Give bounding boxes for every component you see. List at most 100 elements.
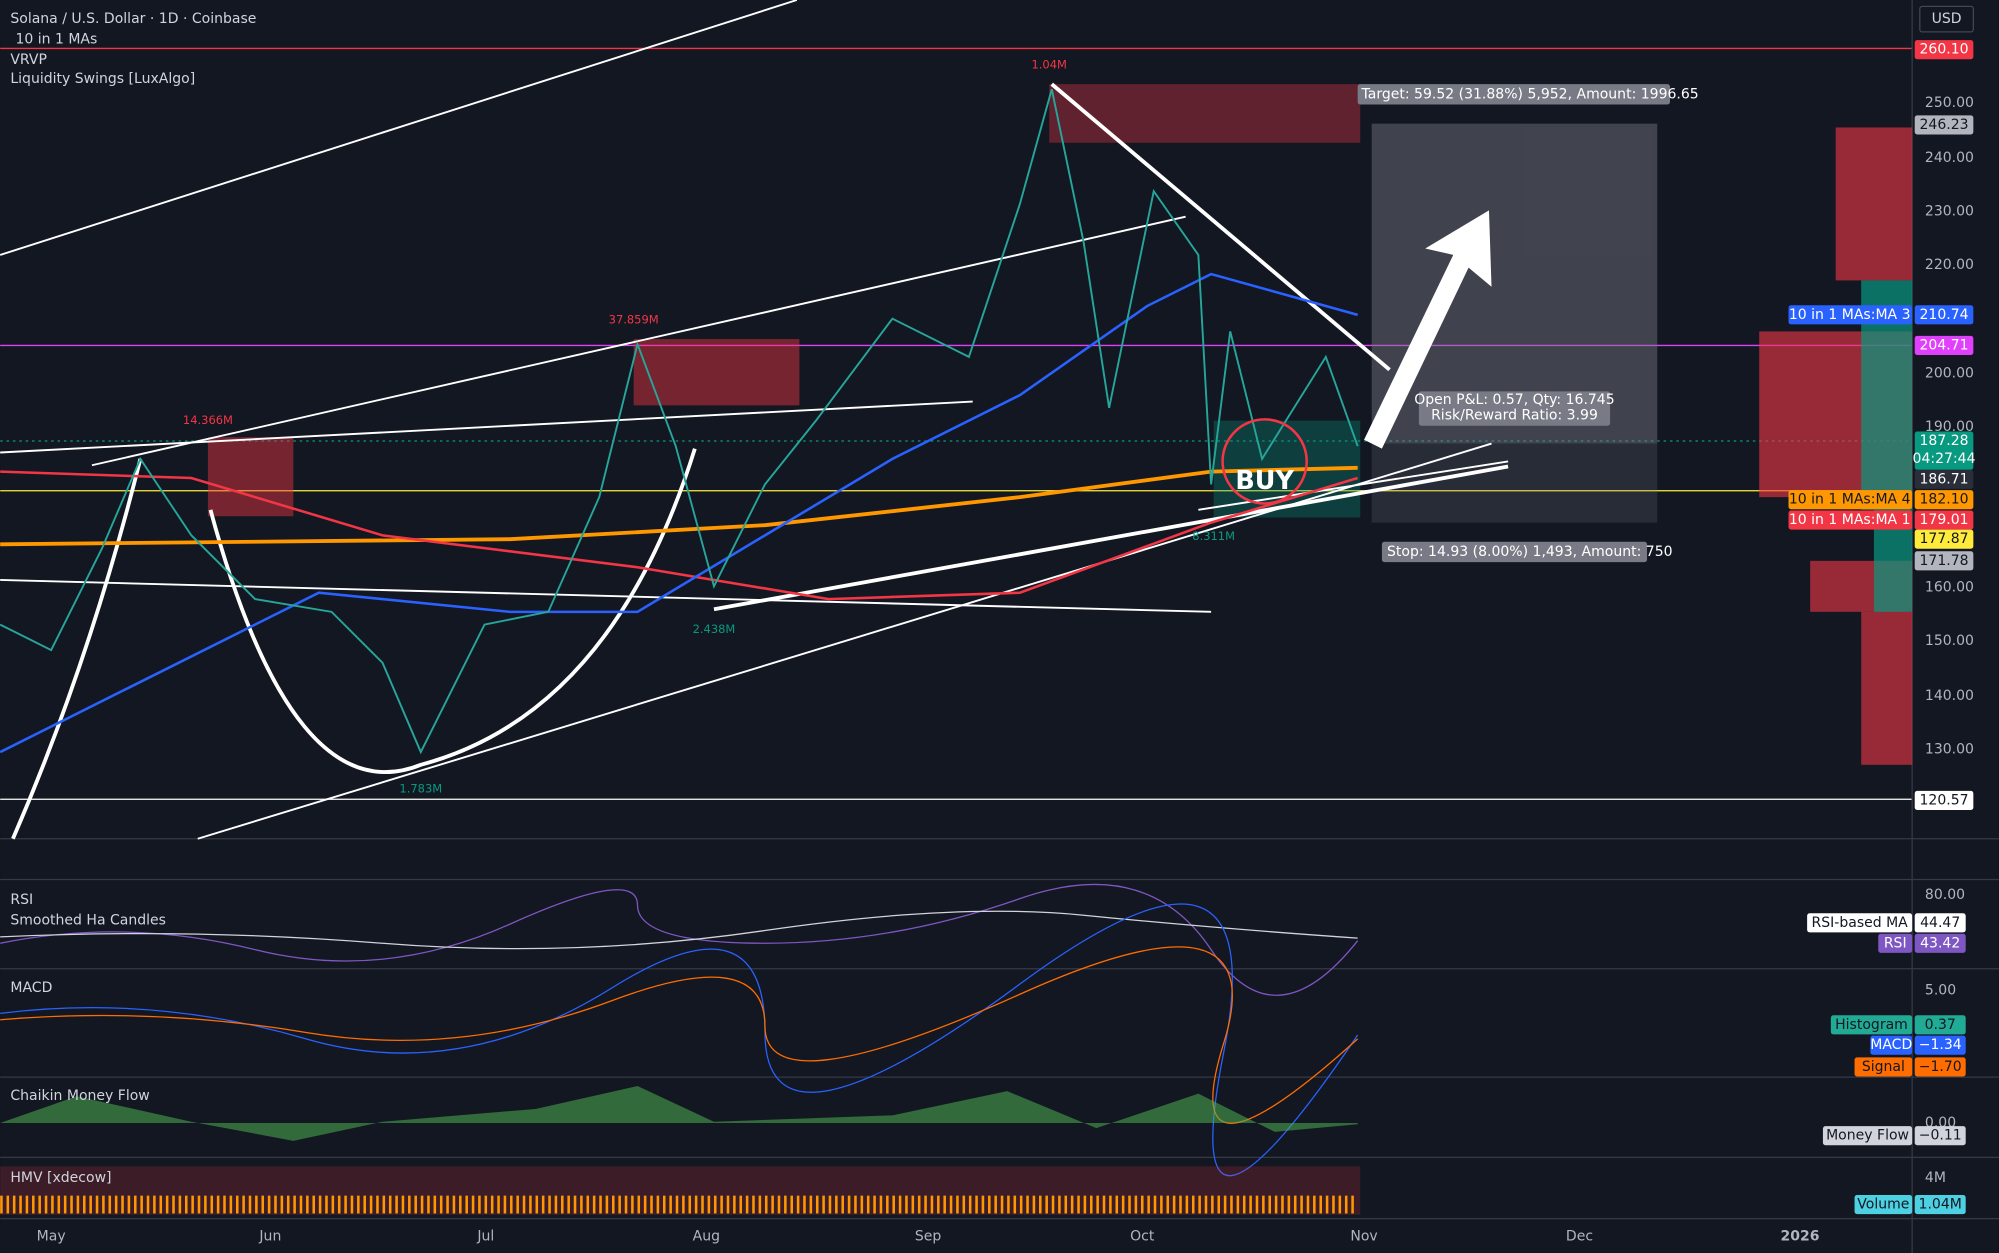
label-box	[1357, 84, 1670, 105]
legend-name: RSI-based MA	[1812, 915, 1909, 931]
time-tick: Oct	[1130, 1228, 1155, 1244]
pnl-label: Open P&L: 0.57, Qty: 16.745	[1414, 392, 1614, 408]
label-box	[1381, 541, 1648, 563]
symbol-title: Solana / U.S. Dollar · 1D · Coinbase	[10, 11, 256, 27]
currency-button: USD	[1932, 11, 1962, 27]
legend-value: −0.11	[1919, 1128, 1962, 1144]
price-tick: 130.00	[1925, 742, 1974, 758]
buy-signal: BUY	[1235, 466, 1294, 496]
label-box	[1807, 913, 1913, 933]
time-tick: Jun	[258, 1228, 281, 1244]
label-box	[1914, 529, 1974, 549]
volume-bg	[0, 1166, 1361, 1215]
supply-zone	[1049, 84, 1361, 143]
signal-line	[0, 946, 1359, 1124]
legend-value: 44.47	[1920, 915, 1960, 931]
trend-lines	[0, 0, 1509, 840]
ma-label: 10 in 1 MAs:MA 3	[1789, 307, 1911, 323]
price-tick: 240.00	[1925, 150, 1974, 166]
label-box	[1914, 431, 1974, 470]
price-label: 246.23	[1920, 117, 1969, 133]
indicator-name: 10 in 1 MAs	[15, 32, 97, 48]
label-box	[1830, 1015, 1913, 1035]
price-tick: 160.00	[1925, 580, 1974, 596]
label-box	[1854, 1057, 1913, 1077]
label-box	[1914, 305, 1974, 325]
legend-value: −1.34	[1919, 1037, 1962, 1053]
volume-annotation: 8.311M	[1192, 529, 1235, 543]
legend-value: 43.42	[1920, 935, 1960, 951]
legend-name: RSI	[1884, 935, 1907, 951]
time-tick: May	[37, 1228, 66, 1244]
panel-level: 80.00	[1925, 887, 1965, 903]
volume-annotation: 2.438M	[693, 622, 736, 636]
label-box	[1914, 510, 1974, 530]
time-tick: Aug	[693, 1228, 720, 1244]
ma-label: 10 in 1 MAs:MA 1	[1789, 512, 1911, 528]
time-tick: Jul	[476, 1228, 494, 1244]
legend-name: Money Flow	[1826, 1128, 1909, 1144]
countdown: 04:27:44	[1913, 451, 1976, 467]
price-tick: 200.00	[1925, 365, 1974, 381]
price-tick: 140.00	[1925, 688, 1974, 704]
price-label: 182.10	[1920, 492, 1969, 508]
label-box	[1788, 305, 1913, 325]
time-tick: Sep	[915, 1228, 942, 1244]
label-box	[1914, 1126, 1966, 1146]
label-box	[1822, 1126, 1913, 1146]
label-box	[1914, 551, 1974, 571]
panel-title: MACD	[10, 980, 52, 996]
legend-name: Histogram	[1835, 1017, 1908, 1033]
label-box	[1914, 115, 1974, 135]
volume-annotation: 14.366M	[183, 413, 233, 427]
legend-name: Signal	[1862, 1059, 1905, 1075]
price-label: 171.78	[1920, 553, 1969, 569]
label-box	[1914, 933, 1966, 953]
label-box	[1878, 933, 1913, 953]
moving-average	[0, 272, 1359, 754]
legend-name: MACD	[1870, 1037, 1912, 1053]
label-box	[1418, 391, 1611, 426]
price-tick: 250.00	[1925, 95, 1974, 111]
legend-value: 1.04M	[1919, 1197, 1962, 1213]
price-tick: 220.00	[1925, 257, 1974, 273]
price-label: 179.01	[1920, 512, 1969, 528]
label-box	[1914, 1015, 1966, 1035]
price-label: 186.71	[1920, 471, 1969, 487]
label-box	[1854, 1195, 1913, 1215]
volume-annotation: 1.04M	[1031, 58, 1066, 72]
price-label: 120.57	[1920, 792, 1969, 808]
stop-label: Stop: 14.93 (8.00%) 1,493, Amount: 750	[1387, 544, 1673, 560]
volume-annotation: 1.783M	[399, 782, 442, 796]
rsi-ma-line	[0, 910, 1358, 950]
time-tick: Dec	[1566, 1228, 1593, 1244]
macd-line	[0, 903, 1359, 1177]
panel-title: HMV [xdecow]	[10, 1170, 111, 1186]
label-box	[1914, 790, 1974, 811]
label-box	[1914, 335, 1974, 355]
legend-value: 0.37	[1925, 1017, 1956, 1033]
label-box	[1914, 1195, 1966, 1215]
label-box	[1914, 469, 1974, 489]
panel-title: Smoothed Ha Candles	[10, 912, 166, 928]
panel-title: RSI	[10, 892, 33, 908]
ma-label: 10 in 1 MAs:MA 4	[1789, 492, 1911, 508]
time-tick: Nov	[1350, 1228, 1377, 1244]
arrow	[1364, 210, 1492, 449]
label-box	[1914, 913, 1966, 933]
price-label: 204.71	[1920, 337, 1969, 353]
time-tick: 2026	[1780, 1228, 1819, 1244]
label-box	[1870, 1035, 1913, 1055]
label-box	[1919, 5, 1974, 33]
panel-level: 5.00	[1925, 982, 1956, 998]
signal-circle	[1221, 418, 1308, 505]
price-path	[0, 88, 1359, 755]
money-flow-area	[0, 1086, 1358, 1141]
supply-zone	[633, 339, 800, 406]
legend-name: Volume	[1857, 1197, 1909, 1213]
label-box	[1914, 1035, 1966, 1055]
indicator-name: Liquidity Swings [LuxAlgo]	[10, 71, 195, 87]
price-tick: 190.00	[1925, 419, 1974, 435]
